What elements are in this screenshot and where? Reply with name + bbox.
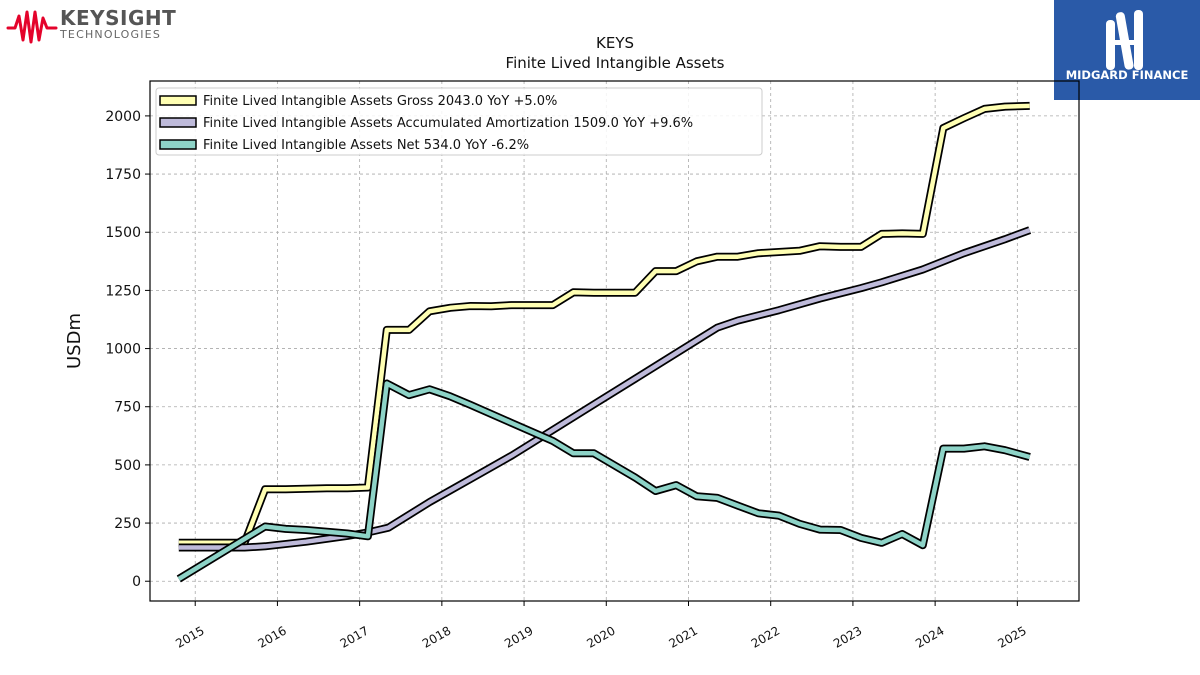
y-tick-label: 500 bbox=[114, 458, 141, 474]
x-tick-label: 2023 bbox=[831, 623, 864, 650]
x-tick-label: 2019 bbox=[502, 623, 535, 650]
legend-label: Finite Lived Intangible Assets Accumulat… bbox=[203, 116, 693, 131]
series-layer bbox=[176, 101, 1032, 583]
chart-title: KEYS bbox=[596, 34, 634, 52]
y-tick-label: 1500 bbox=[105, 225, 141, 241]
keysight-brand-name: KEYSIGHT bbox=[60, 6, 177, 30]
x-tick-label: 2015 bbox=[173, 623, 206, 650]
x-tick-label: 2022 bbox=[749, 623, 782, 650]
y-tick-label: 750 bbox=[114, 400, 141, 416]
y-tick-label: 1250 bbox=[105, 283, 141, 299]
axes: 0 250 500 750 1000 1250 1500 1750 2000 2015 2016 20… bbox=[105, 109, 1028, 651]
chart-subtitle: Finite Lived Intangible Assets bbox=[506, 54, 725, 72]
legend-swatch bbox=[159, 139, 197, 150]
keysight-logo: KEYSIGHT TECHNOLOGIES bbox=[0, 0, 200, 50]
x-tick-label: 2024 bbox=[913, 623, 946, 650]
series-line bbox=[178, 103, 1030, 546]
series-outline bbox=[178, 101, 1030, 547]
series-line bbox=[178, 227, 1031, 550]
keysight-brand-sub: TECHNOLOGIES bbox=[60, 28, 162, 41]
legend-box bbox=[155, 87, 763, 156]
y-tick-label: 1000 bbox=[105, 342, 141, 358]
y-axis-label: USDm bbox=[64, 313, 85, 369]
x-tick-label: 2017 bbox=[338, 623, 371, 650]
y-tick-label: 1750 bbox=[105, 167, 141, 183]
legend-label: Finite Lived Intangible Assets Net 534.0… bbox=[203, 138, 529, 153]
midgard-emblem-icon bbox=[1106, 10, 1143, 70]
y-tick-label: 0 bbox=[132, 574, 141, 590]
midgard-finance-logo: MIDGARD FINANCE bbox=[1054, 0, 1200, 100]
x-tick-label: 2020 bbox=[584, 623, 617, 650]
legend-label: Finite Lived Intangible Assets Gross 204… bbox=[203, 94, 557, 109]
legend: Finite Lived Intangible Assets Gross 204… bbox=[155, 87, 763, 156]
midgard-brand-name: MIDGARD FINANCE bbox=[1065, 68, 1189, 82]
legend-swatch bbox=[159, 117, 197, 128]
x-tick-label: 2025 bbox=[995, 623, 1028, 650]
keysight-wave-icon bbox=[6, 10, 58, 44]
x-tick-label: 2018 bbox=[420, 623, 453, 650]
series-outline bbox=[176, 379, 1031, 583]
legend-swatch bbox=[159, 95, 197, 106]
x-tick-label: 2021 bbox=[667, 623, 700, 650]
plot-frame bbox=[149, 80, 1080, 602]
y-tick-label: 250 bbox=[114, 516, 141, 532]
y-tick-label: 2000 bbox=[105, 109, 141, 125]
x-tick-label: 2016 bbox=[255, 623, 288, 650]
series-line bbox=[177, 381, 1031, 581]
